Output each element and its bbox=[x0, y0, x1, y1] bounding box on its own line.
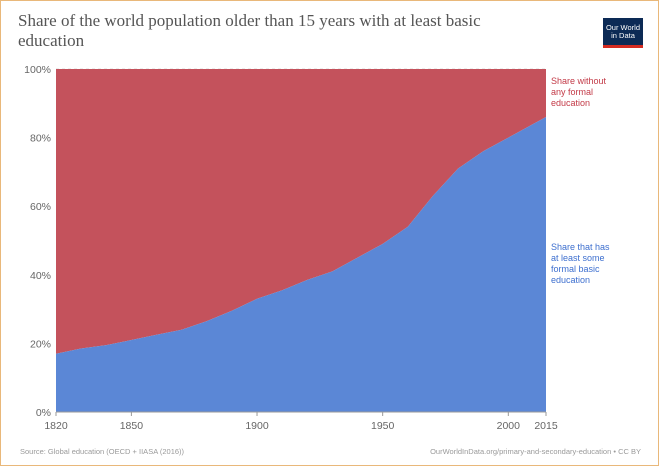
x-tick-label: 2015 bbox=[534, 420, 558, 432]
owid-logo[interactable]: Our World in Data bbox=[603, 18, 643, 48]
x-tick-label: 1900 bbox=[245, 420, 269, 432]
series-area-no-education bbox=[56, 69, 546, 354]
legend-label-basic-education: Share that has at least some formal basic e… bbox=[551, 242, 610, 285]
y-tick-label: 40% bbox=[30, 270, 51, 282]
y-tick-label: 0% bbox=[36, 407, 51, 419]
y-tick-label: 80% bbox=[30, 133, 51, 145]
license-note[interactable]: OurWorldInData.org/primary-and-secondary… bbox=[430, 447, 641, 456]
x-tick-label: 1950 bbox=[371, 420, 395, 432]
source-note: Source: Global education (OECD + IIASA (… bbox=[20, 447, 185, 456]
logo-line2: in Data bbox=[611, 30, 635, 40]
x-tick-label: 2000 bbox=[497, 420, 521, 432]
chart-title: Share of the world population older than… bbox=[18, 11, 481, 50]
legend-label-no-education: Share without any formal education bbox=[551, 76, 607, 108]
x-tick-label: 1820 bbox=[44, 420, 68, 432]
x-tick-label: 1850 bbox=[120, 420, 144, 432]
y-tick-label: 20% bbox=[30, 338, 51, 350]
y-tick-label: 60% bbox=[30, 201, 51, 213]
y-tick-label: 100% bbox=[24, 64, 51, 76]
series-area-basic-education bbox=[56, 117, 546, 412]
logo-line1: Our World bbox=[605, 22, 641, 32]
